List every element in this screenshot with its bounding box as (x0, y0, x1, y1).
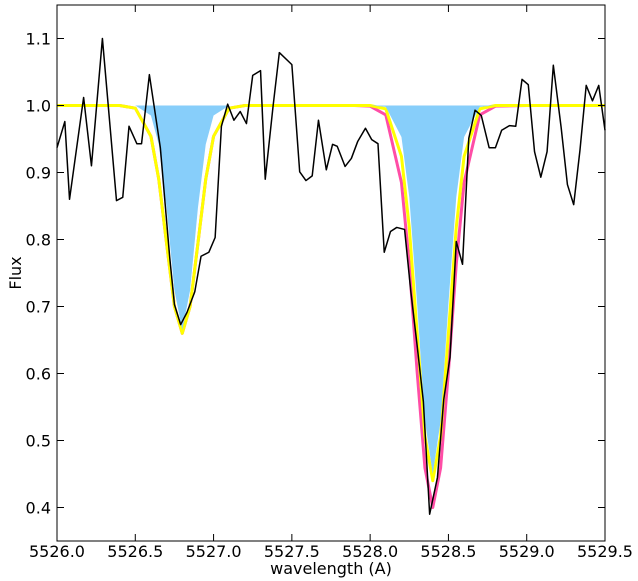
y-axis-label: Flux (6, 256, 25, 289)
plot-frame (56, 4, 606, 542)
x-tick-label: 5526.5 (107, 542, 163, 561)
y-tick-label: 0.4 (26, 499, 51, 518)
spectrum-line (57, 104, 605, 509)
y-tick-label: 0.8 (26, 231, 51, 250)
x-axis-label: wavelength (A) (270, 559, 392, 578)
y-tick-label: 0.7 (26, 298, 51, 317)
y-tick-label: 0.6 (26, 365, 51, 384)
x-tick-label: 5528.5 (420, 542, 476, 561)
spectrum-line (56, 37, 606, 515)
y-tick-label: 1.0 (26, 97, 51, 116)
x-tick-label: 5529.5 (577, 542, 633, 561)
x-tick-label: 5526.0 (29, 542, 85, 561)
y-tick-label: 0.5 (26, 432, 51, 451)
x-tick-label: 5529.0 (499, 542, 555, 561)
y-tick-label: 0.9 (26, 164, 51, 183)
x-tick-label: 5528.0 (342, 542, 398, 561)
spectrum-line (57, 104, 605, 483)
x-tick-label: 5527.5 (264, 542, 320, 561)
x-tick-label: 5527.0 (186, 542, 242, 561)
model-area (57, 105, 605, 474)
y-tick-label: 1.1 (26, 30, 51, 49)
